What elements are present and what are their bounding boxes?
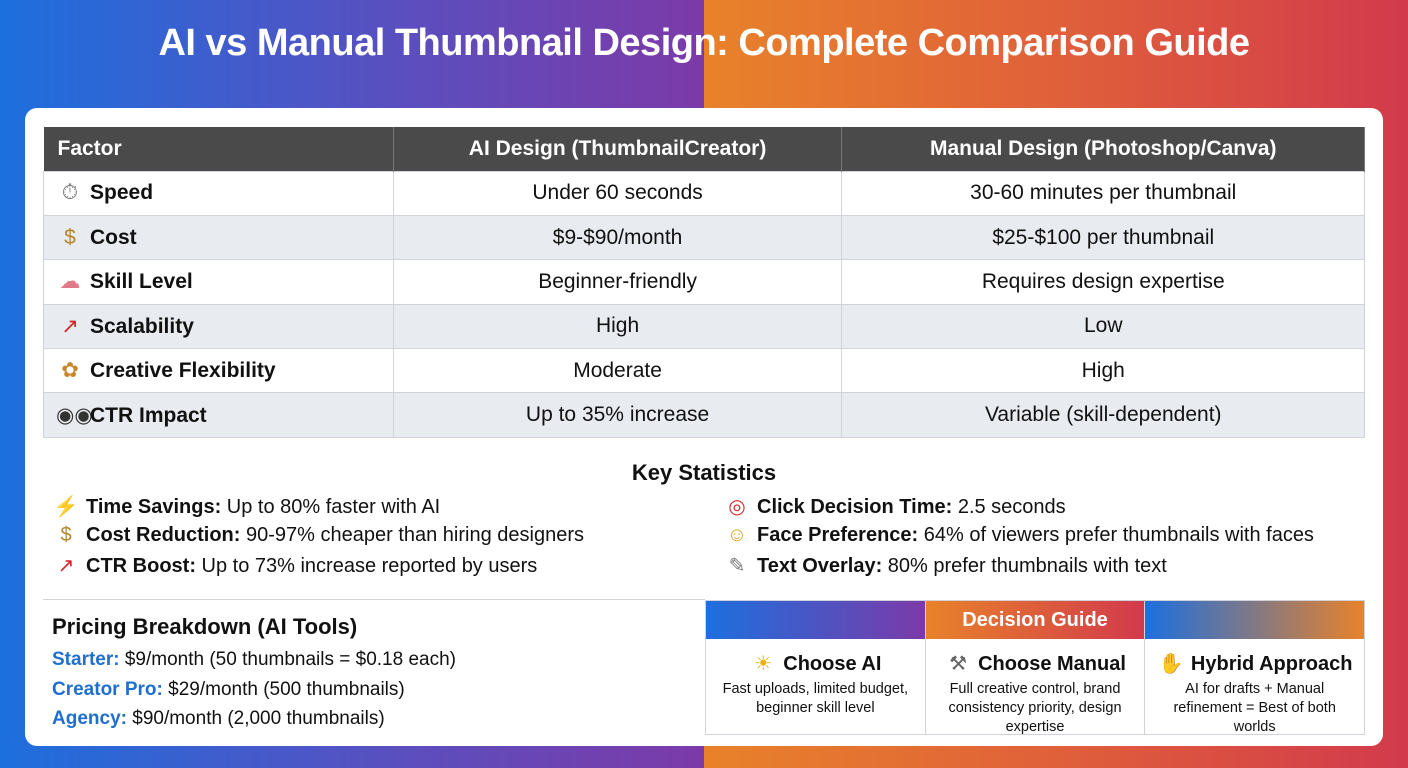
header-manual: Manual Design (Photoshop/Canva)	[841, 127, 1365, 171]
manual-cell: Requires design expertise	[841, 259, 1365, 305]
factor-label: CTR Impact	[90, 403, 207, 427]
comparison-table: Factor AI Design (ThumbnailCreator) Manu…	[43, 127, 1365, 438]
factor-cell: ↗ Scalability	[43, 303, 394, 350]
stat-item: ⚡ Time Savings: Up to 80% faster with AI	[52, 494, 441, 519]
stat-item: ◎ Click Decision Time: 2.5 seconds	[723, 494, 1066, 519]
manual-cell: Variable (skill-dependent)	[841, 392, 1365, 438]
person-icon: ☺	[726, 523, 748, 546]
table-row: ✿ Creative Flexibility Moderate High	[43, 348, 1365, 394]
decision-header-left	[706, 601, 925, 639]
ai-cell: Up to 35% increase	[392, 392, 843, 438]
manual-cell: $25-$100 per thumbnail	[841, 214, 1365, 261]
pricing-plan: Starter: $9/month (50 thumbnails = $0.18…	[52, 649, 456, 671]
decision-header-right	[1145, 601, 1365, 639]
decision-choose-manual: Decision Guide ⚒ Choose Manual Full creat…	[925, 601, 1146, 735]
stat-text: 2.5 seconds	[952, 496, 1066, 518]
decision-guide: ☀ Choose AI Fast uploads, limited budget,…	[705, 600, 1365, 735]
plan-detail: $29/month (500 thumbnails)	[162, 678, 405, 700]
factor-cell: ✿ Creative Flexibility	[43, 348, 394, 394]
plan-detail: $9/month (50 thumbnails = $0.18 each)	[119, 649, 456, 670]
header-ai: AI Design (ThumbnailCreator)	[393, 127, 843, 171]
option-desc: AI for drafts + Manual refinement = Best…	[1173, 681, 1336, 735]
table-row: ⏱ Speed Under 60 seconds 30-60 minutes pe…	[43, 170, 1365, 216]
tools-icon: ⚒	[949, 653, 968, 675]
brain-icon: ☁	[59, 270, 81, 294]
manual-cell: Low	[841, 303, 1365, 350]
ai-cell: High	[392, 303, 843, 350]
ai-cell: $9-$90/month	[392, 214, 843, 261]
handshake-icon: ✋	[1158, 653, 1184, 675]
stat-text: 90-97% cheaper than hiring designers	[240, 523, 584, 546]
stat-label: CTR Boost:	[86, 555, 196, 577]
plan-name: Agency:	[52, 708, 127, 729]
decision-guide-title: Decision Guide	[925, 601, 1145, 639]
manual-cell: 30-60 minutes per thumbnail	[841, 170, 1365, 216]
factor-cell: ⏱ Speed	[43, 170, 394, 216]
option-desc: Fast uploads, limited budget, beginner s…	[722, 681, 909, 716]
eyes-icon: ◉◉	[56, 403, 93, 427]
stopwatch-icon: ⏱	[61, 181, 79, 205]
header-factor: Factor	[43, 127, 394, 171]
option-title: Choose AI	[783, 653, 882, 675]
money-bag-icon: $	[60, 523, 72, 546]
chart-up-icon: ↗	[57, 555, 75, 577]
stat-label: Click Decision Time:	[757, 496, 953, 518]
factor-label: Creative Flexibility	[90, 359, 276, 383]
palette-icon: ✿	[61, 359, 79, 383]
factor-label: Scalability	[90, 314, 194, 338]
memo-icon: ✎	[728, 555, 746, 577]
lightbulb-icon: ☀	[754, 653, 773, 675]
table-row: ☁ Skill Level Beginner-friendly Requires …	[43, 259, 1365, 305]
manual-cell: High	[841, 348, 1365, 394]
ai-cell: Moderate	[392, 348, 843, 394]
plan-name: Creator Pro:	[52, 678, 163, 700]
stat-text: 64% of viewers prefer thumbnails with fa…	[918, 523, 1314, 546]
stat-label: Cost Reduction:	[86, 523, 241, 546]
stat-text: Up to 73% increase reported by users	[195, 555, 538, 577]
stat-text: 80% prefer thumbnails with text	[882, 555, 1167, 577]
chart-up-icon: ↗	[61, 314, 79, 338]
factor-label: Speed	[90, 181, 154, 205]
factor-cell: $ Cost	[43, 214, 394, 261]
table-row: ↗ Scalability High Low	[43, 303, 1365, 350]
pricing-title: Pricing Breakdown (AI Tools)	[52, 614, 358, 639]
content-card: Factor AI Design (ThumbnailCreator) Manu…	[25, 108, 1383, 746]
stat-item: ☺ Face Preference: 64% of viewers prefer …	[723, 524, 1314, 547]
decision-choose-ai: ☀ Choose AI Fast uploads, limited budget,…	[706, 601, 926, 734]
plan-detail: $90/month (2,000 thumbnails)	[126, 708, 385, 729]
ai-cell: Beginner-friendly	[392, 259, 843, 305]
table-row: $ Cost $9-$90/month $25-$100 per thumbnai…	[43, 214, 1365, 261]
stat-label: Text Overlay:	[757, 555, 883, 577]
ai-cell: Under 60 seconds	[392, 170, 843, 216]
money-bag-icon: $	[64, 225, 76, 249]
decision-hybrid: ✋ Hybrid Approach AI for drafts + Manual …	[1145, 601, 1365, 735]
option-title: Choose Manual	[978, 653, 1126, 675]
plan-name: Starter:	[52, 649, 120, 670]
factor-cell: ☁ Skill Level	[43, 259, 394, 305]
option-title: Hybrid Approach	[1190, 653, 1353, 675]
stat-text: Up to 80% faster with AI	[221, 496, 441, 518]
target-icon: ◎	[728, 496, 746, 518]
stat-item: $ Cost Reduction: 90-97% cheaper than hir…	[52, 524, 584, 547]
option-desc: Full creative control, brand consistency…	[948, 681, 1122, 735]
divider	[43, 599, 705, 600]
pricing-plan: Agency: $90/month (2,000 thumbnails)	[52, 708, 385, 730]
factor-cell: ◉◉CTR Impact	[43, 392, 394, 438]
page-title: AI vs Manual Thumbnail Design: Complete …	[158, 22, 1250, 64]
stat-item: ↗ CTR Boost: Up to 73% increase reported …	[52, 553, 538, 578]
stat-label: Time Savings:	[86, 496, 222, 518]
table-row: ◉◉CTR Impact Up to 35% increase Variable…	[43, 392, 1365, 438]
factor-label: Skill Level	[90, 270, 193, 294]
stat-item: ✎ Text Overlay: 80% prefer thumbnails wit…	[723, 553, 1167, 578]
key-statistics-title: Key Statistics	[631, 460, 777, 485]
stat-label: Face Preference:	[757, 523, 919, 546]
lightning-icon: ⚡	[53, 496, 79, 518]
factor-label: Cost	[90, 225, 137, 249]
pricing-plan: Creator Pro: $29/month (500 thumbnails)	[52, 679, 405, 701]
